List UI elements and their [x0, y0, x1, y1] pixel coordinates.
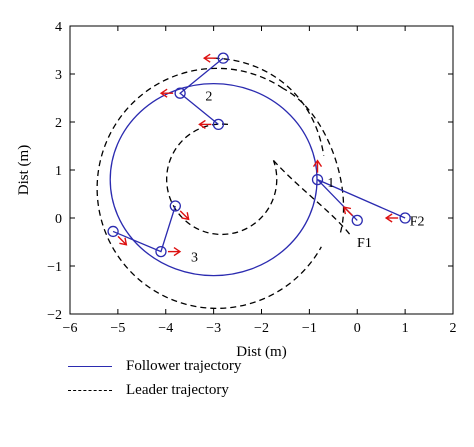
x-tick-label: −4: [158, 321, 173, 336]
x-tick-label: −5: [110, 321, 125, 336]
agent-marker-2: [174, 87, 186, 99]
y-tick-label: 4: [55, 20, 62, 35]
agent-marker-3: [155, 245, 167, 258]
annotation-label-1: 1: [327, 176, 334, 191]
heading-arrow-head: [159, 88, 168, 98]
x-tick-label: −2: [254, 321, 269, 336]
annotation-label-2: 2: [205, 90, 212, 105]
x-tick-label: −1: [302, 321, 317, 336]
agent-marker-F1: [351, 214, 363, 227]
heading-arrow-head: [198, 119, 206, 129]
leader-top-link: [213, 57, 325, 156]
legend-swatch-leader: [68, 389, 112, 391]
heading-arrow-head: [202, 53, 211, 63]
agent-marker-8: [169, 200, 181, 212]
y-tick-label: −2: [47, 308, 62, 323]
legend-label-follower: Follower trajectory: [126, 357, 242, 374]
x-tick-label: −6: [63, 321, 78, 336]
heading-arrow-head: [181, 212, 190, 221]
y-axis-title: Dist (m): [16, 145, 32, 195]
heading-arrow-head: [173, 247, 182, 257]
plot-area: F2 F1 1 2 3: [96, 52, 425, 310]
agent-marker-4: [217, 52, 229, 64]
y-tick-label: 2: [55, 116, 62, 131]
y-tick-label: 1: [55, 164, 62, 179]
plot-frame: [69, 25, 454, 315]
legend-item-follower: Follower trajectory: [68, 354, 241, 378]
annotation-label-3: 3: [191, 250, 198, 265]
heading-arrow-shaft: [343, 206, 353, 216]
legend: Follower trajectory Leader trajectory: [68, 354, 241, 402]
annotation-label-F1: F1: [357, 236, 372, 251]
x-tick-label: −3: [206, 321, 221, 336]
agent-marker-7: [107, 225, 119, 238]
y-tick-label: 0: [55, 212, 62, 227]
heading-arrow-head: [343, 206, 352, 215]
x-tick-label: 0: [354, 321, 361, 336]
agent-marker-F2: [399, 212, 411, 224]
y-tick-label: 3: [55, 68, 62, 83]
agent-marker-5: [212, 118, 225, 131]
heading-arrow-head: [119, 237, 128, 246]
annotation-label-F2: F2: [410, 214, 425, 229]
agent-marker-1: [311, 173, 324, 186]
x-axis-title: Dist (m): [236, 344, 286, 360]
legend-item-leader: Leader trajectory: [68, 378, 241, 402]
follower-link-2: [179, 57, 224, 125]
x-tick-label: 1: [402, 321, 409, 336]
y-tick-label: −1: [47, 260, 62, 275]
leader-inner-link: [272, 159, 351, 236]
follower-circle: [109, 82, 318, 277]
heading-arrow-head: [384, 213, 393, 223]
x-tick-label: 2: [450, 321, 457, 336]
leader-outer-link: [282, 87, 345, 233]
legend-label-leader: Leader trajectory: [126, 381, 229, 398]
heading-arrow-head: [312, 159, 323, 167]
leader-outer-loop: [96, 67, 322, 310]
axes: −6 −5 −4 −3 −2 −1 0 1 2 −2 −1 0 1 2 3 4: [47, 20, 456, 336]
follower-link-3: [112, 205, 176, 253]
leader-inner-loop: [166, 123, 278, 236]
heading-arrow-shaft: [117, 235, 127, 246]
heading-arrow-shaft: [179, 210, 190, 220]
legend-swatch-follower: [68, 365, 112, 367]
